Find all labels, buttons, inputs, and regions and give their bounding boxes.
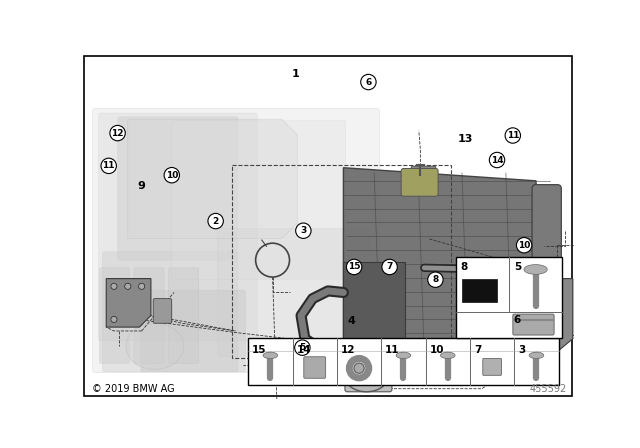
Bar <box>456 257 562 338</box>
FancyBboxPatch shape <box>513 314 554 335</box>
Text: 14: 14 <box>296 345 311 354</box>
Circle shape <box>296 223 311 238</box>
Circle shape <box>125 283 131 289</box>
Ellipse shape <box>529 352 544 358</box>
Ellipse shape <box>126 323 184 370</box>
Text: 9: 9 <box>138 181 146 190</box>
Circle shape <box>208 213 223 229</box>
Text: 4: 4 <box>348 316 356 326</box>
FancyBboxPatch shape <box>345 364 392 392</box>
Ellipse shape <box>524 265 547 274</box>
Text: 1: 1 <box>292 69 300 79</box>
Text: 455592: 455592 <box>529 384 566 395</box>
Circle shape <box>505 128 520 143</box>
Bar <box>232 165 451 358</box>
Circle shape <box>111 316 117 323</box>
Text: 10: 10 <box>518 241 531 250</box>
Circle shape <box>101 158 116 173</box>
Circle shape <box>428 272 443 288</box>
Ellipse shape <box>346 362 388 392</box>
Text: 5: 5 <box>300 343 305 352</box>
Bar <box>462 279 497 302</box>
Text: © 2019 BMW AG: © 2019 BMW AG <box>92 384 175 395</box>
FancyBboxPatch shape <box>401 168 438 196</box>
Text: 11: 11 <box>102 161 115 170</box>
Text: 7: 7 <box>474 345 481 354</box>
Circle shape <box>111 283 117 289</box>
Text: 12: 12 <box>340 345 355 354</box>
FancyBboxPatch shape <box>153 299 172 323</box>
FancyBboxPatch shape <box>483 358 501 375</box>
Circle shape <box>516 237 532 253</box>
Text: 5: 5 <box>514 262 521 272</box>
Text: 11: 11 <box>385 345 399 354</box>
FancyBboxPatch shape <box>141 290 246 372</box>
FancyBboxPatch shape <box>304 357 326 378</box>
Circle shape <box>382 259 397 275</box>
Ellipse shape <box>440 352 455 358</box>
Circle shape <box>110 125 125 141</box>
Bar <box>248 338 559 385</box>
Text: 13: 13 <box>458 134 473 144</box>
Text: 8: 8 <box>461 262 468 272</box>
Text: 14: 14 <box>491 155 503 164</box>
FancyBboxPatch shape <box>99 268 129 363</box>
Text: 6: 6 <box>514 315 521 325</box>
Text: 10: 10 <box>429 345 444 354</box>
Polygon shape <box>344 168 551 358</box>
Text: 12: 12 <box>111 129 124 138</box>
Circle shape <box>490 152 505 168</box>
Polygon shape <box>547 279 573 350</box>
FancyBboxPatch shape <box>411 166 436 186</box>
Ellipse shape <box>263 352 278 358</box>
Text: 15: 15 <box>252 345 266 354</box>
Text: 7: 7 <box>387 263 393 271</box>
Circle shape <box>164 168 179 183</box>
Text: 15: 15 <box>348 263 360 271</box>
Polygon shape <box>128 119 297 238</box>
Text: 8: 8 <box>432 275 438 284</box>
FancyBboxPatch shape <box>168 268 198 363</box>
FancyBboxPatch shape <box>99 113 257 341</box>
Text: 3: 3 <box>518 345 525 354</box>
Circle shape <box>354 363 364 373</box>
FancyBboxPatch shape <box>218 228 369 356</box>
Polygon shape <box>106 279 151 327</box>
FancyBboxPatch shape <box>532 185 561 343</box>
Text: 2: 2 <box>212 216 219 225</box>
FancyBboxPatch shape <box>92 108 380 373</box>
FancyBboxPatch shape <box>102 252 238 372</box>
Text: 3: 3 <box>300 226 307 235</box>
Text: 11: 11 <box>506 131 519 140</box>
Polygon shape <box>344 262 405 358</box>
Circle shape <box>361 74 376 90</box>
FancyBboxPatch shape <box>134 268 164 363</box>
Circle shape <box>294 340 310 355</box>
Text: 6: 6 <box>365 78 372 86</box>
FancyBboxPatch shape <box>172 121 346 280</box>
FancyBboxPatch shape <box>118 117 238 260</box>
Circle shape <box>346 259 362 275</box>
Circle shape <box>139 283 145 289</box>
Text: 10: 10 <box>166 171 178 180</box>
Ellipse shape <box>396 352 411 358</box>
